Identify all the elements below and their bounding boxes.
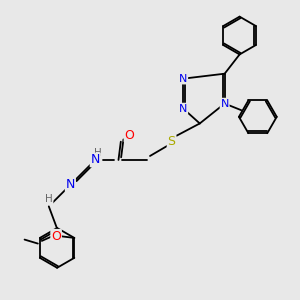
Text: S: S (168, 135, 176, 148)
Text: H: H (45, 194, 53, 204)
Text: O: O (51, 230, 61, 243)
Text: H: H (94, 148, 102, 158)
Text: N: N (220, 98, 229, 109)
Text: N: N (91, 154, 100, 166)
Text: O: O (124, 129, 134, 142)
Text: N: N (66, 178, 75, 191)
Text: N: N (179, 103, 188, 113)
Text: N: N (179, 74, 188, 84)
